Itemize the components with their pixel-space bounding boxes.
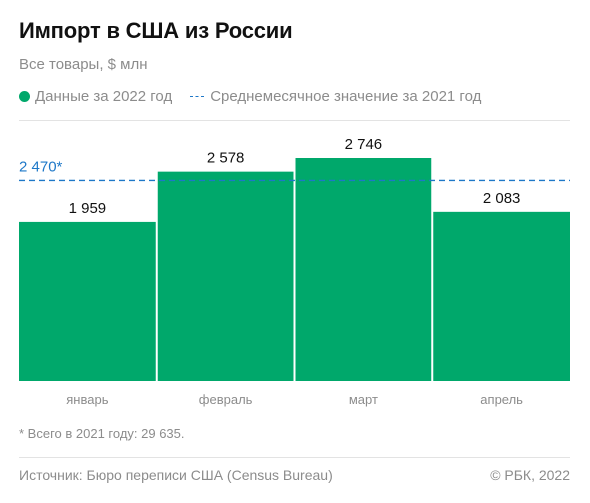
x-tick-label-2: февраль — [199, 392, 253, 407]
x-tick-label-4: апрель — [480, 392, 523, 407]
average-reference-label: 2 470* — [19, 158, 63, 175]
source-note: Источник: Бюро переписи США (Census Bure… — [19, 467, 333, 483]
bar-3 — [295, 158, 432, 381]
legend-label-average: Среднемесячное значение за 2021 год — [210, 87, 482, 105]
legend-label-2022: Данные за 2022 год — [35, 87, 173, 105]
bar-value-label-1: 1 959 — [69, 200, 107, 217]
header-divider — [19, 120, 570, 121]
bar-value-label-4: 2 083 — [483, 190, 521, 207]
legend-swatch-2022 — [19, 90, 30, 102]
bar-2 — [157, 171, 294, 381]
chart-subtitle: Все товары, $ млн — [19, 56, 148, 73]
bar-1 — [19, 221, 156, 381]
bar-value-label-2: 2 578 — [207, 150, 245, 167]
copyright: © РБК, 2022 — [490, 467, 570, 483]
x-tick-label-3: март — [349, 392, 378, 407]
legend-swatch-average — [190, 95, 205, 97]
x-tick-label-1: январь — [66, 392, 108, 407]
footnote: * Всего в 2021 году: 29 635. — [19, 426, 185, 441]
legend-item-average: Среднемесячное значение за 2021 год — [190, 88, 481, 105]
legend-item-2022: Данные за 2022 год — [19, 88, 172, 105]
legend: Данные за 2022 год Среднемесячное значен… — [19, 87, 499, 105]
bar-value-label-3: 2 746 — [345, 136, 383, 153]
bar-4 — [433, 211, 570, 381]
footer-divider — [19, 457, 570, 458]
chart-title: Импорт в США из России — [19, 18, 293, 43]
